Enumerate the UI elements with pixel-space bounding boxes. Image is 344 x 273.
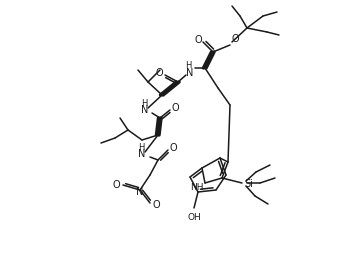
- Text: O: O: [231, 34, 239, 44]
- Text: O: O: [171, 103, 179, 113]
- Text: O: O: [194, 35, 202, 45]
- Text: O: O: [152, 200, 160, 210]
- Text: N: N: [141, 105, 149, 115]
- Text: H: H: [138, 143, 144, 152]
- Text: N: N: [138, 149, 146, 159]
- Text: O: O: [155, 68, 163, 78]
- Text: Si: Si: [245, 179, 254, 189]
- Text: H: H: [141, 99, 147, 108]
- Text: N: N: [136, 187, 144, 197]
- Text: H: H: [185, 61, 191, 70]
- Text: N: N: [186, 68, 194, 78]
- Text: NH: NH: [190, 182, 204, 191]
- Text: O: O: [169, 143, 177, 153]
- Text: O: O: [112, 180, 120, 190]
- Text: OH: OH: [187, 213, 201, 222]
